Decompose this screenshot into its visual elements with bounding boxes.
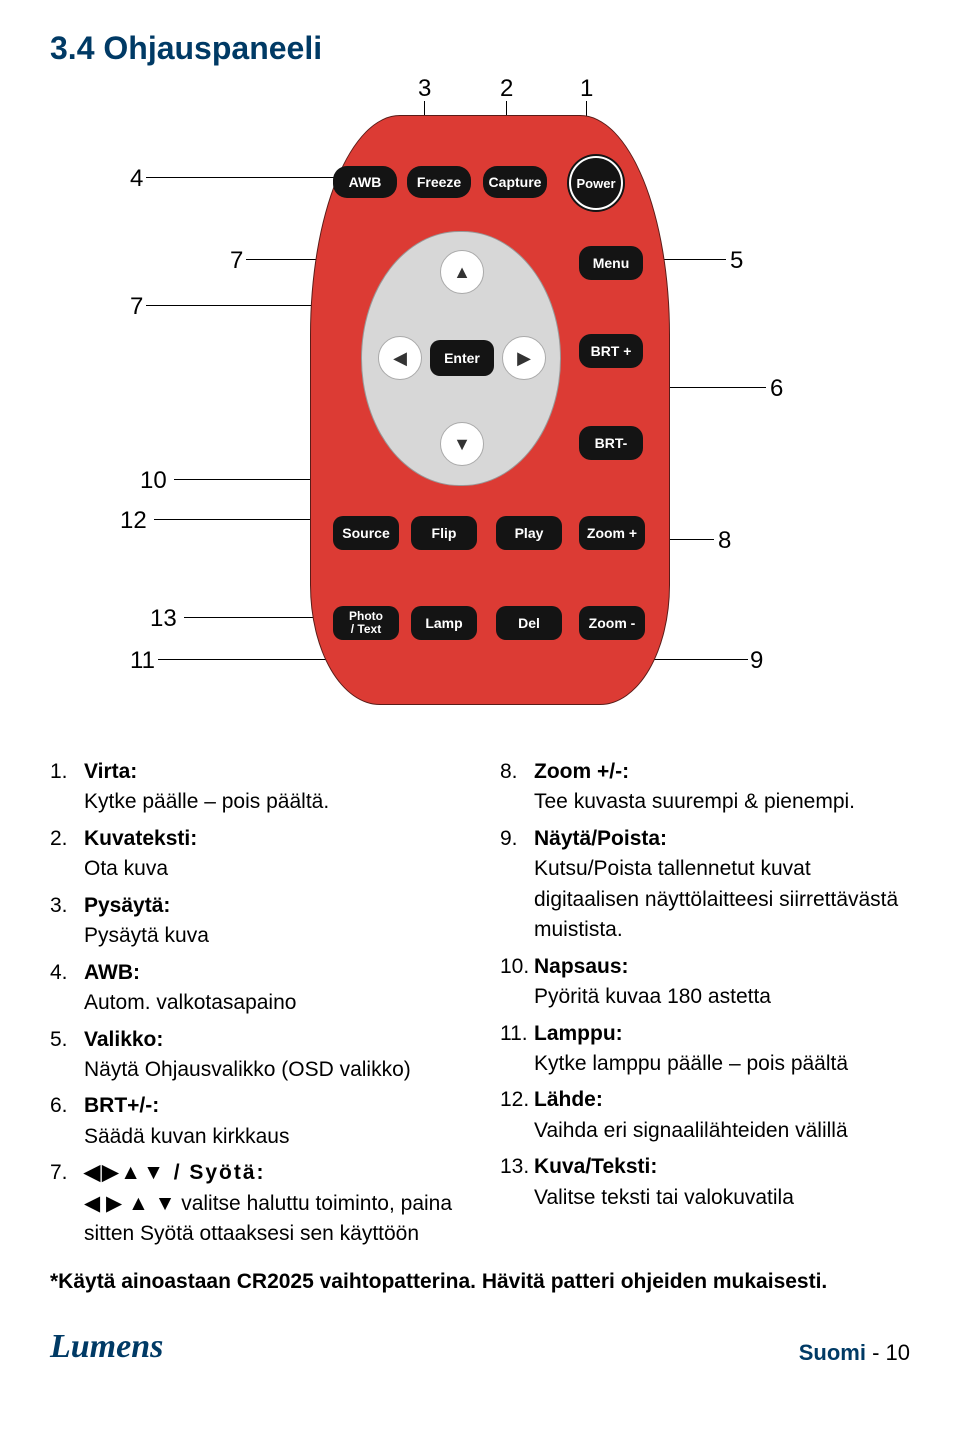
- legend-item: 5.Valikko:Näytä Ohjausvalikko (OSD valik…: [50, 1025, 460, 1086]
- legend-left: 1.Virta:Kytke päälle – pois päältä.2.Kuv…: [50, 757, 460, 1250]
- awb-button[interactable]: AWB: [333, 166, 397, 198]
- lamp-button[interactable]: Lamp: [411, 606, 477, 640]
- legend-item: 1.Virta:Kytke päälle – pois päältä.: [50, 757, 460, 818]
- dpad-area: ▲ ◀ Enter ▶ ▼: [361, 231, 561, 486]
- del-button[interactable]: Del: [496, 606, 562, 640]
- source-button[interactable]: Source: [333, 516, 399, 550]
- legend-item: 13.Kuva/Teksti:Valitse teksti tai valoku…: [500, 1152, 910, 1213]
- legend-item: 3.Pysäytä:Pysäytä kuva: [50, 891, 460, 952]
- play-button[interactable]: Play: [496, 516, 562, 550]
- remote-device: AWB Freeze Capture Power ▲ ◀ Enter ▶ ▼ M…: [310, 115, 670, 705]
- menu-button[interactable]: Menu: [579, 246, 643, 280]
- legend-item: 8.Zoom +/-:Tee kuvasta suurempi & pienem…: [500, 757, 910, 818]
- left-arrow-button[interactable]: ◀: [378, 336, 422, 380]
- legend-item: 4.AWB:Autom. valkotasapaino: [50, 958, 460, 1019]
- callout-2: 2: [500, 75, 513, 103]
- capture-button[interactable]: Capture: [483, 166, 547, 198]
- legend-right: 8.Zoom +/-:Tee kuvasta suurempi & pienem…: [500, 757, 910, 1213]
- right-arrow-button[interactable]: ▶: [502, 336, 546, 380]
- callout-6: 6: [770, 375, 783, 403]
- footnote: *Käytä ainoastaan CR2025 vaihtopatterina…: [50, 1270, 910, 1294]
- legend-lists: 1.Virta:Kytke päälle – pois päältä.2.Kuv…: [50, 757, 910, 1256]
- leader: [666, 387, 766, 388]
- callout-13: 13: [150, 605, 177, 633]
- legend-item: 6.BRT+/-:Säädä kuvan kirkkaus: [50, 1091, 460, 1152]
- callout-7b: 7: [130, 293, 143, 321]
- up-arrow-button[interactable]: ▲: [440, 250, 484, 294]
- callout-4: 4: [130, 165, 143, 193]
- photo-text-button[interactable]: Photo / Text: [333, 606, 399, 640]
- page-footer: Lumens Suomi - 10: [50, 1328, 910, 1366]
- control-panel-diagram: 3 2 1 4 7 7 10 12 13 11 5 6 8 9 AWB Free…: [50, 75, 910, 745]
- callout-1: 1: [580, 75, 593, 103]
- freeze-button[interactable]: Freeze: [407, 166, 471, 198]
- callout-10: 10: [140, 467, 167, 495]
- legend-item: 12.Lähde:Vaihda eri signaalilähteiden vä…: [500, 1085, 910, 1146]
- zoom-plus-button[interactable]: Zoom +: [579, 516, 645, 550]
- section-title: 3.4 Ohjauspaneeli: [50, 30, 910, 67]
- legend-item: 2.Kuvateksti:Ota kuva: [50, 824, 460, 885]
- brt-plus-button[interactable]: BRT +: [579, 334, 643, 368]
- power-button[interactable]: Power: [569, 156, 623, 210]
- callout-3: 3: [418, 75, 431, 103]
- lumens-logo: Lumens: [50, 1328, 163, 1366]
- legend-item: 10.Napsaus:Pyöritä kuvaa 180 astetta: [500, 952, 910, 1013]
- callout-11: 11: [130, 647, 155, 675]
- callout-5: 5: [730, 247, 743, 275]
- legend-item: 11.Lamppu:Kytke lamppu päälle – pois pää…: [500, 1019, 910, 1080]
- callout-7a: 7: [230, 247, 243, 275]
- legend-item: 9.Näytä/Poista:Kutsu/Poista tallennetut …: [500, 824, 910, 946]
- page-number: Suomi - 10: [799, 1340, 910, 1366]
- down-arrow-button[interactable]: ▼: [440, 422, 484, 466]
- flip-button[interactable]: Flip: [411, 516, 477, 550]
- zoom-minus-button[interactable]: Zoom -: [579, 606, 645, 640]
- leader: [146, 177, 346, 178]
- callout-12: 12: [120, 507, 147, 535]
- brt-minus-button[interactable]: BRT-: [579, 426, 643, 460]
- callout-8: 8: [718, 527, 731, 555]
- callout-9: 9: [750, 647, 763, 675]
- legend-item: 7.◀▶▲▼ / Syötä:◀ ▶ ▲ ▼ valitse haluttu t…: [50, 1158, 460, 1249]
- enter-button[interactable]: Enter: [430, 340, 494, 376]
